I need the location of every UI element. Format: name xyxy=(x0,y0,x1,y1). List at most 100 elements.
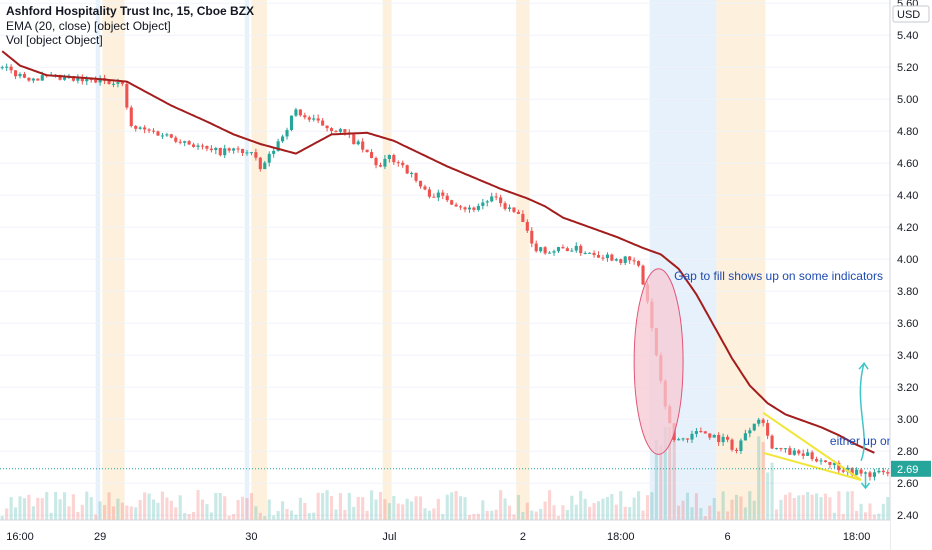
candle[interactable] xyxy=(298,109,302,117)
candle[interactable] xyxy=(801,449,805,460)
candle[interactable] xyxy=(459,204,463,210)
candle[interactable] xyxy=(632,257,636,265)
candle[interactable] xyxy=(467,204,472,213)
candle[interactable] xyxy=(859,467,863,477)
candle[interactable] xyxy=(410,171,414,178)
candle[interactable] xyxy=(806,448,810,457)
candle[interactable] xyxy=(183,140,187,147)
candle[interactable] xyxy=(160,132,164,140)
candle[interactable] xyxy=(214,146,218,155)
candle[interactable] xyxy=(757,417,761,427)
candle[interactable] xyxy=(325,125,329,132)
candle[interactable] xyxy=(401,160,405,168)
candle[interactable] xyxy=(476,203,480,212)
candle[interactable] xyxy=(797,449,801,456)
candle[interactable] xyxy=(761,418,765,427)
candle[interactable] xyxy=(837,460,841,474)
candle[interactable] xyxy=(36,78,40,81)
candle[interactable] xyxy=(436,189,440,202)
candle[interactable] xyxy=(516,209,520,215)
candle[interactable] xyxy=(592,250,596,258)
candle[interactable] xyxy=(792,447,796,456)
candle[interactable] xyxy=(169,133,173,139)
candle[interactable] xyxy=(312,114,316,122)
candle[interactable] xyxy=(708,433,712,440)
candle[interactable] xyxy=(507,204,512,212)
candle[interactable] xyxy=(574,242,578,253)
candle[interactable] xyxy=(530,227,534,248)
candle[interactable] xyxy=(227,147,231,153)
candle[interactable] xyxy=(570,247,574,252)
candle[interactable] xyxy=(588,252,592,254)
candle[interactable] xyxy=(258,156,262,172)
candle[interactable] xyxy=(285,127,289,140)
wedge-upper-line[interactable] xyxy=(762,411,862,481)
wedge-lower-line[interactable] xyxy=(762,451,862,481)
candle[interactable] xyxy=(494,192,498,201)
candle[interactable] xyxy=(418,180,423,189)
candle[interactable] xyxy=(819,457,823,465)
candle[interactable] xyxy=(481,198,485,210)
candle[interactable] xyxy=(583,251,587,255)
candle[interactable] xyxy=(770,434,774,450)
candle[interactable] xyxy=(534,240,538,253)
candle[interactable] xyxy=(361,138,365,153)
arrow-up-drawing[interactable] xyxy=(859,363,865,462)
candle[interactable] xyxy=(596,251,601,258)
candle[interactable] xyxy=(503,201,507,211)
price-axis[interactable] xyxy=(890,0,932,550)
candle[interactable] xyxy=(863,471,868,474)
candle[interactable] xyxy=(601,254,605,261)
candle[interactable] xyxy=(80,74,84,85)
candle[interactable] xyxy=(334,130,338,133)
candle[interactable] xyxy=(614,257,618,262)
candle[interactable] xyxy=(694,428,698,438)
annotation-text[interactable]: Gap to fill shows up on some indicators xyxy=(674,269,883,283)
candle[interactable] xyxy=(151,128,156,134)
candle[interactable] xyxy=(14,70,18,80)
candle[interactable] xyxy=(200,143,205,150)
candle[interactable] xyxy=(445,193,449,203)
time-axis[interactable] xyxy=(0,520,890,550)
candle[interactable] xyxy=(267,151,271,167)
candle[interactable] xyxy=(552,249,556,256)
candle[interactable] xyxy=(730,438,734,452)
candle[interactable] xyxy=(111,81,116,88)
candle[interactable] xyxy=(579,244,583,256)
candle[interactable] xyxy=(712,434,716,438)
candle[interactable] xyxy=(392,153,396,165)
candle[interactable] xyxy=(721,433,725,446)
candle[interactable] xyxy=(610,253,614,262)
gap-ellipse-drawing[interactable] xyxy=(633,268,684,455)
candle[interactable] xyxy=(356,139,360,146)
candle[interactable] xyxy=(31,77,35,84)
candle[interactable] xyxy=(174,135,178,144)
candle[interactable] xyxy=(872,469,876,481)
candle[interactable] xyxy=(512,207,516,214)
candle[interactable] xyxy=(743,429,747,441)
candle[interactable] xyxy=(263,160,267,170)
candle[interactable] xyxy=(307,115,311,123)
candle[interactable] xyxy=(525,219,529,233)
candle[interactable] xyxy=(886,469,890,477)
candle[interactable] xyxy=(5,63,9,72)
candle[interactable] xyxy=(521,210,525,223)
candle[interactable] xyxy=(232,147,236,154)
candle[interactable] xyxy=(561,244,565,249)
candle[interactable] xyxy=(370,149,374,159)
candle[interactable] xyxy=(396,160,400,167)
candle[interactable] xyxy=(699,427,703,433)
candle[interactable] xyxy=(321,118,325,126)
candle[interactable] xyxy=(294,107,298,117)
candle[interactable] xyxy=(281,134,285,144)
candle[interactable] xyxy=(187,139,191,145)
candle[interactable] xyxy=(303,112,307,120)
candle[interactable] xyxy=(748,427,752,438)
candle[interactable] xyxy=(423,184,427,191)
candle[interactable] xyxy=(165,132,169,137)
candle[interactable] xyxy=(98,75,102,86)
candle[interactable] xyxy=(192,142,196,148)
candle[interactable] xyxy=(628,255,632,264)
candle[interactable] xyxy=(134,125,138,132)
